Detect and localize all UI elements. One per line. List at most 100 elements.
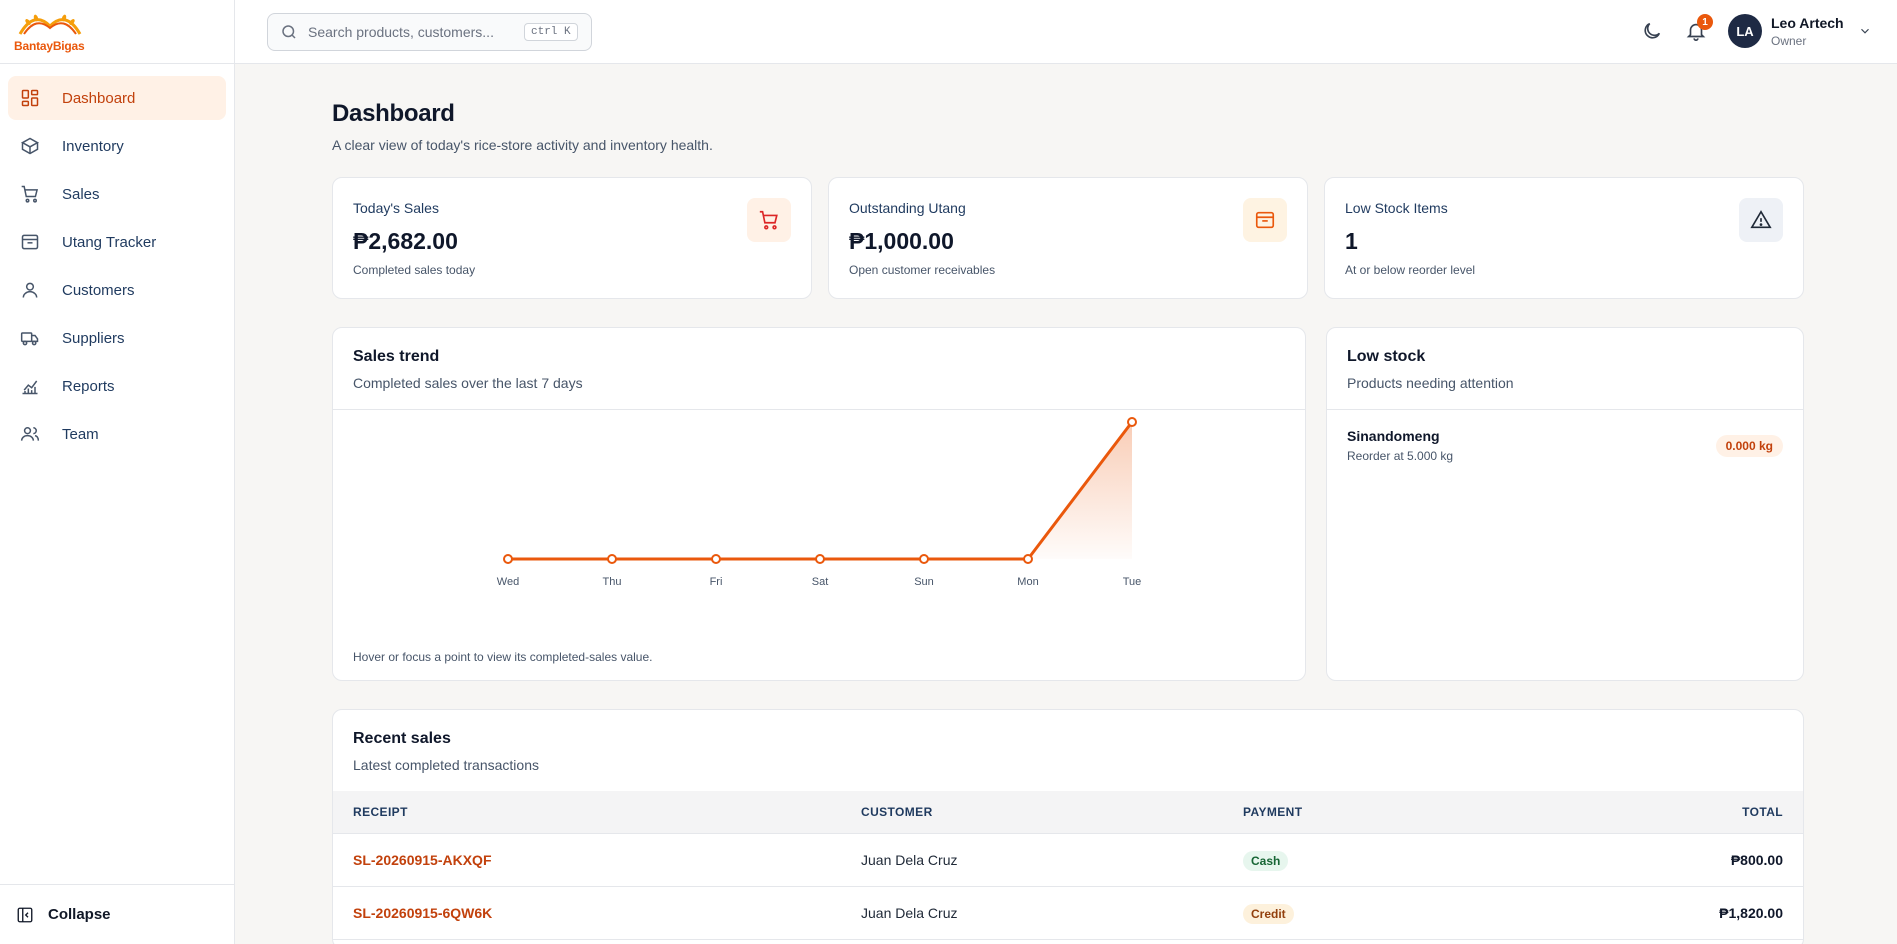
- column-header-customer[interactable]: CUSTOMER: [841, 791, 1223, 834]
- sidebar-item-label: Suppliers: [62, 329, 125, 347]
- collapse-sidebar-icon: [17, 907, 33, 922]
- column-header-payment[interactable]: PAYMENT: [1223, 791, 1507, 834]
- sidebar-item-label: Team: [62, 425, 99, 443]
- recent-sales-table: RECEIPT CUSTOMER PAYMENT TOTAL SL-202609…: [333, 791, 1803, 940]
- notifications-button[interactable]: 1: [1685, 14, 1713, 42]
- user-menu[interactable]: LA Leo Artech Owner: [1728, 14, 1872, 48]
- x-tick-label: Sun: [914, 576, 934, 588]
- customer-cell: Juan Dela Cruz: [841, 833, 1223, 887]
- search-input[interactable]: [308, 24, 518, 40]
- alert-triangle-icon: [1750, 210, 1772, 229]
- data-point-fri[interactable]: [711, 554, 721, 564]
- x-tick-label: Wed: [497, 576, 519, 588]
- stat-value: 1: [1345, 228, 1358, 254]
- sidebar-item-team[interactable]: Team: [8, 412, 226, 456]
- sidebar-item-sales[interactable]: Sales: [8, 172, 226, 216]
- x-tick-label: Thu: [603, 576, 622, 588]
- receipt-link[interactable]: SL-20260915-6QW6K: [353, 904, 493, 921]
- sidebar-item-inventory[interactable]: Inventory: [8, 124, 226, 168]
- notification-badge: 1: [1697, 14, 1713, 30]
- moon-icon: [1644, 22, 1661, 39]
- theme-toggle-button[interactable]: [1641, 20, 1663, 42]
- sidebar-item-utang-tracker[interactable]: Utang Tracker: [8, 220, 226, 264]
- card-header: Sales trend Completed sales over the las…: [333, 328, 1305, 410]
- chevron-down-icon: [1860, 28, 1869, 34]
- receipt-link[interactable]: SL-20260915-AKXQF: [353, 851, 492, 868]
- cart-icon: [21, 185, 39, 203]
- x-tick-label: Sat: [812, 576, 829, 588]
- x-tick-label: Fri: [710, 576, 723, 588]
- sidebar: BantayBigas Dashboard Inventory Sales Ut…: [0, 0, 235, 944]
- main-content: Dashboard A clear view of today's rice-s…: [332, 64, 1804, 944]
- table-row[interactable]: SL-20260915-6QW6K Juan Dela Cruz Credit …: [333, 886, 1803, 940]
- search-box[interactable]: ctrl K: [267, 13, 592, 51]
- table-header-row: RECEIPT CUSTOMER PAYMENT TOTAL: [333, 791, 1803, 834]
- data-point-thu[interactable]: [607, 554, 617, 564]
- charts-row: Sales trend Completed sales over the las…: [332, 327, 1804, 681]
- avatar: LA: [1728, 14, 1762, 48]
- stat-note: At or below reorder level: [1345, 263, 1476, 277]
- box-icon: [20, 137, 40, 155]
- inbox-icon: [21, 234, 39, 250]
- search-icon: [282, 25, 296, 39]
- stat-value: ₱1,000.00: [849, 228, 954, 254]
- data-point-sun[interactable]: [919, 554, 929, 564]
- total-cell: ₱800.00: [1506, 833, 1803, 887]
- x-tick-label: Tue: [1123, 576, 1142, 588]
- sidebar-item-label: Sales: [62, 185, 100, 203]
- card-subtitle: Completed sales over the last 7 days: [353, 375, 583, 391]
- chart-icon: [22, 380, 38, 395]
- column-header-total[interactable]: TOTAL: [1506, 791, 1803, 834]
- card-header: Recent sales Latest completed transactio…: [333, 710, 1803, 791]
- stat-label: Low Stock Items: [1345, 200, 1448, 216]
- table-row[interactable]: SL-20260915-AKXQF Juan Dela Cruz Cash ₱8…: [333, 833, 1803, 887]
- data-point-wed[interactable]: [503, 554, 513, 564]
- card-title: Low stock: [1347, 348, 1426, 365]
- card-title: Sales trend: [353, 348, 440, 365]
- inbox-icon: [1255, 211, 1275, 229]
- stock-qty-badge: 0.000 kg: [1715, 434, 1783, 457]
- stat-note: Completed sales today: [353, 263, 476, 277]
- stat-label: Today's Sales: [353, 200, 439, 216]
- sidebar-item-suppliers[interactable]: Suppliers: [8, 316, 226, 360]
- collapse-button[interactable]: Collapse: [0, 884, 234, 944]
- brand-logo[interactable]: BantayBigas: [0, 0, 234, 64]
- card-title: Recent sales: [353, 730, 451, 747]
- stat-note: Open customer receivables: [849, 263, 996, 277]
- recent-sales-card: Recent sales Latest completed transactio…: [332, 709, 1804, 944]
- list-item[interactable]: Sinandomeng Reorder at 5.000 kg 0.000 kg: [1327, 410, 1803, 481]
- collapse-label: Collapse: [48, 906, 111, 923]
- sales-trend-chart: Wed Thu Fri Sat Sun Mon Tue: [497, 417, 1142, 588]
- card-subtitle: Latest completed transactions: [353, 757, 539, 773]
- data-point-mon[interactable]: [1023, 554, 1033, 564]
- sales-trend-card: Sales trend Completed sales over the las…: [332, 327, 1306, 681]
- stat-icon-wrap: [1243, 198, 1287, 242]
- stat-card-outstanding-utang: Outstanding Utang ₱1,000.00 Open custome…: [828, 177, 1308, 299]
- series-area: [508, 422, 1132, 559]
- sidebar-item-label: Dashboard: [62, 89, 136, 107]
- reorder-level: Reorder at 5.000 kg: [1347, 449, 1454, 463]
- truck-icon: [20, 332, 39, 346]
- sidebar-item-label: Customers: [62, 281, 135, 299]
- sidebar-item-dashboard[interactable]: Dashboard: [8, 76, 226, 120]
- stats-row: Today's Sales ₱2,682.00 Completed sales …: [332, 177, 1804, 299]
- cart-icon: [759, 210, 778, 230]
- user-name: Leo Artech: [1771, 14, 1844, 31]
- sidebar-item-reports[interactable]: Reports: [8, 364, 226, 408]
- sidebar-item-label: Utang Tracker: [62, 233, 157, 251]
- page-title: Dashboard: [332, 100, 455, 127]
- data-point-tue[interactable]: [1127, 417, 1137, 427]
- page-subtitle: A clear view of today's rice-store activ…: [332, 137, 713, 153]
- sidebar-item-label: Inventory: [62, 137, 124, 155]
- users-icon: [20, 427, 40, 441]
- stat-icon-wrap: [1739, 198, 1783, 242]
- search-shortcut-hint: ctrl K: [524, 23, 578, 41]
- stat-card-todays-sales: Today's Sales ₱2,682.00 Completed sales …: [332, 177, 812, 299]
- column-header-receipt[interactable]: RECEIPT: [333, 791, 841, 834]
- customer-cell: Juan Dela Cruz: [841, 886, 1223, 940]
- low-stock-card: Low stock Products needing attention Sin…: [1326, 327, 1804, 681]
- sidebar-item-customers[interactable]: Customers: [8, 268, 226, 312]
- data-point-sat[interactable]: [815, 554, 825, 564]
- stat-value: ₱2,682.00: [353, 228, 458, 254]
- total-cell: ₱1,820.00: [1506, 886, 1803, 940]
